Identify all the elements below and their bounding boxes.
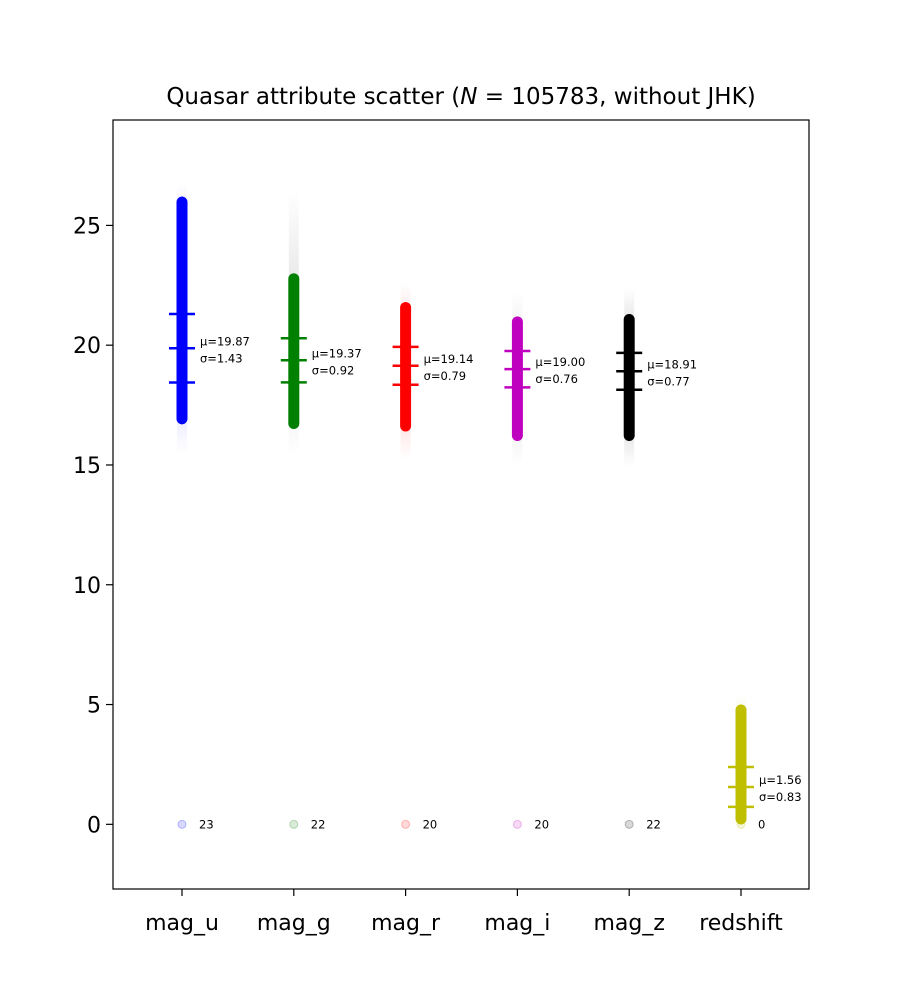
chart-title-suffix: = 105783, without JHK): [477, 84, 755, 110]
missing-marker: [512, 819, 522, 829]
x-tick-label: mag_u: [145, 911, 219, 936]
std-annotation: σ=0.76: [535, 372, 578, 386]
x-tick-label: mag_z: [593, 911, 664, 936]
chart-title-prefix: Quasar attribute scatter (: [166, 84, 460, 110]
missing-marker: [177, 819, 187, 829]
mean-annotation: μ=19.87: [200, 334, 250, 348]
x-tick-label: mag_r: [371, 911, 441, 936]
mean-annotation: μ=19.00: [535, 355, 585, 369]
y-tick-label: 10: [73, 574, 101, 599]
missing-marker: [736, 819, 746, 829]
series-mag_u: μ=19.87 σ=1.43 23: [169, 182, 250, 831]
missing-count-label: 0: [758, 817, 765, 831]
missing-marker: [401, 819, 411, 829]
mean-annotation: μ=19.14: [424, 352, 474, 366]
missing-count-label: 23: [199, 817, 214, 831]
x-tick-label: mag_g: [257, 911, 331, 936]
missing-count-label: 22: [311, 817, 326, 831]
series-mag_g: μ=19.37 σ=0.92 22: [280, 189, 362, 831]
y-tick-label: 25: [73, 214, 101, 239]
chart-title-var: N: [460, 84, 477, 110]
missing-marker: [624, 819, 634, 829]
y-tick-label: 0: [87, 813, 101, 838]
plot-frame: [112, 119, 810, 890]
x-tick-label: mag_i: [484, 911, 550, 936]
series-mag_z: μ=18.91 σ=0.77 22: [616, 287, 697, 831]
std-annotation: σ=1.43: [200, 351, 243, 365]
series-mag_r: μ=19.14 σ=0.79 20: [392, 282, 474, 831]
y-tick-label: 5: [87, 694, 101, 719]
missing-count-label: 20: [423, 817, 438, 831]
missing-marker: [289, 819, 299, 829]
mean-annotation: μ=1.56: [759, 773, 802, 787]
x-tick-label: redshift: [699, 911, 783, 936]
y-tick-label: 15: [73, 454, 101, 479]
series-redshift: μ=1.56 σ=0.83 0: [728, 692, 802, 831]
y-tick-label: 20: [73, 334, 101, 359]
std-annotation: σ=0.83: [759, 790, 802, 804]
series-mag_i: μ=19.00 σ=0.76 20: [504, 292, 585, 831]
chart-title: Quasar attribute scatter (N = 105783, wi…: [166, 84, 755, 110]
plot-content: μ=19.87 σ=1.43 23 μ=19.37 σ=0.92 22 μ=19.14 σ=0…: [169, 182, 802, 831]
x-axis: mag_u mag_g mag_r mag_i mag_z redshift: [145, 889, 783, 936]
missing-count-label: 22: [646, 817, 661, 831]
mean-annotation: μ=19.37: [312, 346, 362, 360]
std-annotation: σ=0.79: [424, 369, 467, 383]
missing-count-label: 20: [534, 817, 549, 831]
y-axis: 0 5 10 15 20 25: [73, 214, 113, 838]
std-annotation: σ=0.77: [647, 374, 690, 388]
mean-annotation: μ=18.91: [647, 357, 697, 371]
std-annotation: σ=0.92: [312, 363, 355, 377]
